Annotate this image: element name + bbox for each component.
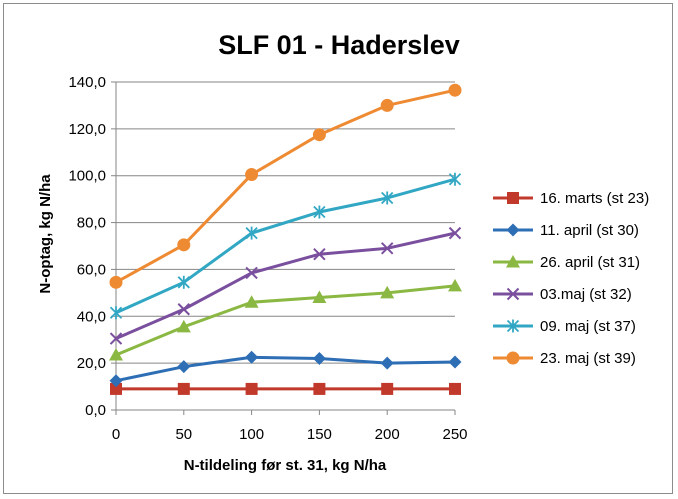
data-point xyxy=(381,191,394,205)
axes xyxy=(111,81,456,415)
legend-item: 23. maj (st 39) xyxy=(493,350,636,367)
data-point xyxy=(380,242,394,255)
data-point xyxy=(177,238,191,252)
data-point xyxy=(448,226,462,240)
x-tick-label: 100 xyxy=(239,426,264,443)
chart-title: SLF 01 - Haderslev xyxy=(218,30,460,60)
series-line xyxy=(115,177,456,315)
x-tick-label: 150 xyxy=(307,426,332,443)
series-line xyxy=(115,231,456,340)
y-tick-label: 20,0 xyxy=(77,355,106,372)
data-point xyxy=(177,303,191,316)
x-axis-label: N-tildeling før st. 31, kg N/ha xyxy=(184,457,387,474)
legend: 16. marts (st 23) 11. april (st 30) 26. ap… xyxy=(493,190,649,367)
data-point xyxy=(245,226,258,240)
data-point xyxy=(109,306,123,320)
data-point xyxy=(177,360,191,374)
legend-marker xyxy=(507,192,519,204)
series-line xyxy=(115,88,456,284)
data-point xyxy=(177,382,190,395)
legend-item: 03.maj (st 32) xyxy=(493,286,632,303)
legend-label: 23. maj (st 39) xyxy=(540,350,636,367)
data-point xyxy=(244,295,259,308)
x-tick-label: 0 xyxy=(112,426,120,443)
legend-label: 11. april (st 30) xyxy=(540,222,639,239)
y-tick-label: 100,0 xyxy=(68,168,106,185)
data-point xyxy=(449,382,461,395)
data-point xyxy=(245,168,259,182)
data-point xyxy=(312,128,326,142)
legend-label: 09. maj (st 37) xyxy=(540,318,636,335)
series-0 xyxy=(110,382,461,395)
y-tick-label: 40,0 xyxy=(77,308,106,325)
data-point xyxy=(109,374,123,388)
data-point xyxy=(313,205,326,219)
y-tick-label: 120,0 xyxy=(68,121,106,138)
data-point xyxy=(380,285,395,299)
legend-marker xyxy=(506,319,520,333)
legend-marker xyxy=(506,223,520,237)
data-point xyxy=(109,347,123,361)
data-point xyxy=(245,266,258,280)
data-point xyxy=(380,356,394,370)
legend-item: 09. maj (st 37) xyxy=(493,318,636,335)
data-point xyxy=(176,319,191,333)
x-tick-label: 250 xyxy=(442,426,467,443)
x-tick-label: 50 xyxy=(175,426,192,443)
series-1 xyxy=(109,350,462,388)
data-point xyxy=(448,83,462,97)
legend-label: 16. marts (st 23) xyxy=(540,190,649,207)
data-point xyxy=(245,382,258,395)
data-point xyxy=(312,290,327,304)
series-group xyxy=(109,83,462,395)
data-point xyxy=(313,247,326,261)
series-4 xyxy=(109,172,462,320)
series-3 xyxy=(109,226,462,345)
legend-label: 26. april (st 31) xyxy=(540,254,640,271)
series-line xyxy=(115,355,456,383)
y-axis-label: N-optag, kg N/ha xyxy=(37,174,54,294)
data-point xyxy=(448,355,462,369)
data-point xyxy=(110,382,122,395)
tick-labels: 0,0 20,0 40,0 60,0 80,0 100,0 120,0 140,0 0 50 100… xyxy=(68,74,467,443)
legend-label: 03.maj (st 32) xyxy=(540,286,632,303)
data-point xyxy=(109,275,123,289)
legend-marker xyxy=(506,351,520,365)
data-point xyxy=(313,382,326,395)
chart-frame xyxy=(3,3,673,494)
data-point xyxy=(245,350,259,364)
data-point xyxy=(448,172,462,186)
data-point xyxy=(177,275,190,289)
legend-marker xyxy=(506,287,520,301)
y-tick-label: 140,0 xyxy=(68,74,106,91)
legend-item: 16. marts (st 23) xyxy=(493,190,649,207)
series-2 xyxy=(109,278,462,361)
data-point xyxy=(380,98,394,112)
series-line xyxy=(115,284,456,357)
x-tick-label: 200 xyxy=(375,426,400,443)
data-point xyxy=(448,278,462,292)
series-5 xyxy=(109,83,462,289)
y-tick-label: 0,0 xyxy=(85,402,106,419)
y-tick-label: 60,0 xyxy=(77,261,106,278)
data-point xyxy=(381,382,394,395)
legend-marker xyxy=(506,255,520,268)
data-point xyxy=(109,332,123,345)
legend-item: 26. april (st 31) xyxy=(493,254,640,271)
data-point xyxy=(312,351,326,365)
y-tick-label: 80,0 xyxy=(77,215,106,232)
legend-item: 11. april (st 30) xyxy=(493,222,639,239)
